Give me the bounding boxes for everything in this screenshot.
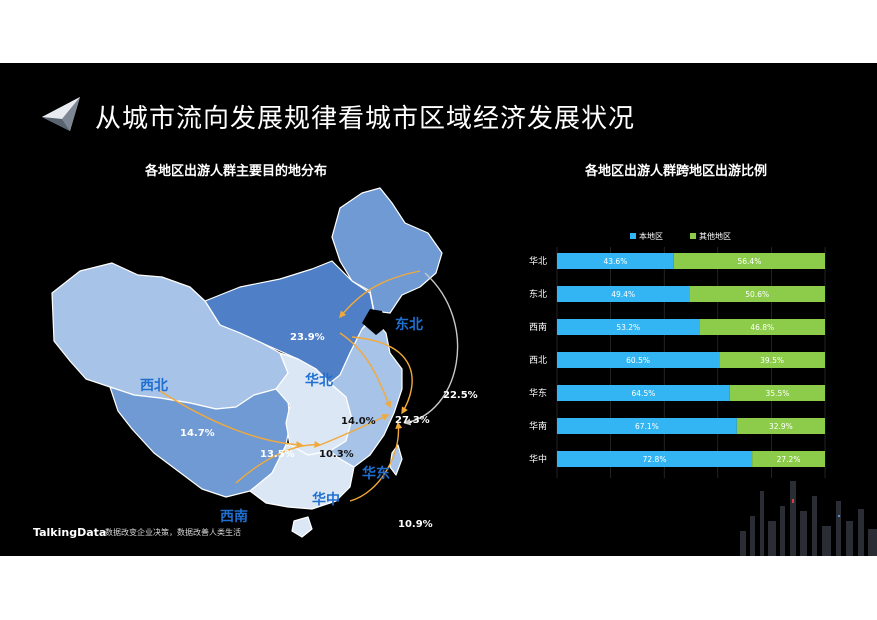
- bar-segment: [557, 253, 674, 269]
- chart-subtitle: 各地区出游人群跨地区出游比例: [585, 164, 768, 179]
- region-dongbei: [331, 187, 443, 314]
- flow-arrow: [349, 421, 403, 502]
- region-label-xibei: 西北: [140, 378, 168, 394]
- data-label: 49.4%: [611, 290, 635, 299]
- category-label: 东北: [529, 288, 547, 300]
- flow-label: 23.9%: [290, 332, 325, 343]
- legend-swatch: [690, 233, 696, 239]
- map-subtitle: 各地区出游人群主要目的地分布: [145, 164, 328, 179]
- bar-segment: [557, 451, 753, 467]
- region-label-xinan: 西南: [220, 508, 248, 525]
- footer-brand: TalkingData: [33, 526, 107, 539]
- legend-label: 本地区: [639, 231, 663, 241]
- bar-segment: [673, 253, 825, 269]
- flow-arrow: [235, 440, 322, 484]
- footer-slogan: 数据改变企业决策，数据改善人类生活: [105, 528, 241, 537]
- flow-arrow: [351, 336, 413, 415]
- bohai-sea: [362, 309, 386, 335]
- city-skyline-decoration: [740, 481, 877, 556]
- category-label: 西南: [529, 321, 547, 333]
- data-label: 60.5%: [626, 356, 650, 365]
- slide: 从城市流向发展规律看城市区域经济发展状况 各地区出游人群主要目的地分布 各地区出…: [0, 63, 877, 556]
- bar-segment: [557, 319, 700, 335]
- data-label: 56.4%: [738, 257, 762, 266]
- flow-arrow: [403, 272, 459, 426]
- flow-label: 14.7%: [180, 428, 215, 439]
- flow-label: 14.0%: [341, 416, 376, 427]
- data-label: 72.8%: [643, 455, 667, 464]
- category-label: 华东: [529, 387, 547, 399]
- bar-segment: [557, 418, 737, 434]
- category-label: 西北: [529, 355, 547, 366]
- region-label-huadong: 华东: [362, 465, 390, 482]
- category-label: 华北: [529, 255, 547, 267]
- region-label-huazhong: 华中: [312, 491, 340, 508]
- flow-arrow: [159, 390, 304, 449]
- flow-label: 27.3%: [395, 415, 430, 426]
- region-label-dongbei: 东北: [395, 316, 423, 333]
- data-label: 43.6%: [604, 257, 628, 266]
- page-title: 从城市流向发展规律看城市区域经济发展状况: [95, 104, 636, 134]
- legend-label: 其他地区: [699, 231, 731, 241]
- data-label: 64.5%: [632, 389, 656, 398]
- bar-segment: [736, 418, 825, 434]
- bar-segment: [729, 385, 825, 401]
- bar-segment: [699, 319, 825, 335]
- data-label: 35.5%: [766, 389, 790, 398]
- category-label: 华中: [529, 453, 547, 465]
- data-label: 27.2%: [777, 455, 801, 464]
- flow-arrow: [339, 332, 392, 409]
- data-label: 46.8%: [750, 323, 774, 332]
- data-label: 50.6%: [745, 290, 769, 299]
- bar-segment: [689, 286, 825, 302]
- island-hainan: [291, 516, 313, 538]
- legend-swatch: [630, 233, 636, 239]
- bar-segment: [557, 385, 730, 401]
- bar-segment: [557, 286, 690, 302]
- bar-segment: [557, 352, 720, 368]
- region-huanan: [249, 444, 355, 510]
- bar-segment: [719, 352, 825, 368]
- category-label: 华南: [529, 420, 547, 432]
- flow-arrow: [319, 414, 390, 446]
- data-label: 39.5%: [760, 356, 784, 365]
- flow-label: 22.5%: [443, 390, 478, 401]
- flow-arrow: [339, 270, 421, 319]
- flow-label: 10.9%: [398, 519, 433, 530]
- bar-segment: [752, 451, 825, 467]
- data-label: 67.1%: [635, 422, 659, 431]
- china-region-map: 23.9% 22.5% 27.3% 14.0% 14.7% 13.5% 10.3…: [51, 187, 478, 538]
- data-label: 53.2%: [616, 323, 640, 332]
- flow-label: 10.3%: [319, 449, 354, 460]
- data-label: 32.9%: [769, 422, 793, 431]
- region-label-huabei: 华北: [305, 372, 333, 389]
- talkingdata-logo-icon: [42, 97, 80, 131]
- flow-label: 13.5%: [260, 449, 295, 460]
